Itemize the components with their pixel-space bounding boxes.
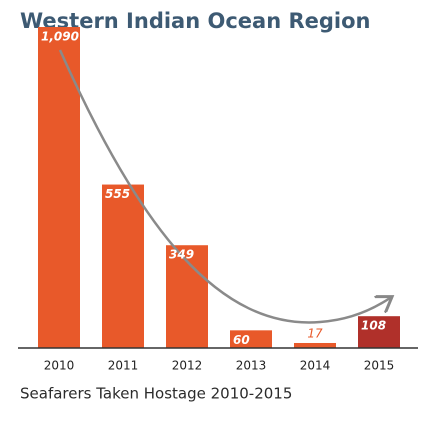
x-tick-label: 2014 bbox=[300, 359, 331, 373]
value-label: 555 bbox=[105, 187, 130, 201]
value-label: 349 bbox=[169, 248, 194, 262]
value-label: 17 bbox=[307, 326, 323, 340]
value-label: 1,090 bbox=[41, 30, 79, 44]
x-tick-label: 2012 bbox=[172, 359, 203, 373]
chart-subtitle: Seafarers Taken Hostage 2010-2015 bbox=[20, 385, 292, 403]
bar bbox=[102, 184, 144, 348]
x-tick-label: 2011 bbox=[108, 359, 139, 373]
bar bbox=[230, 330, 272, 348]
x-tick-label: 2013 bbox=[236, 359, 267, 373]
x-tick-label: 2015 bbox=[364, 359, 395, 373]
value-label: 60 bbox=[233, 333, 250, 347]
bar bbox=[294, 342, 336, 348]
value-label: 108 bbox=[361, 319, 386, 333]
trend-arrow bbox=[58, 49, 390, 324]
x-tick-label: 2010 bbox=[44, 359, 75, 373]
bar bbox=[358, 316, 400, 348]
bars bbox=[38, 27, 400, 348]
bar bbox=[38, 27, 80, 348]
